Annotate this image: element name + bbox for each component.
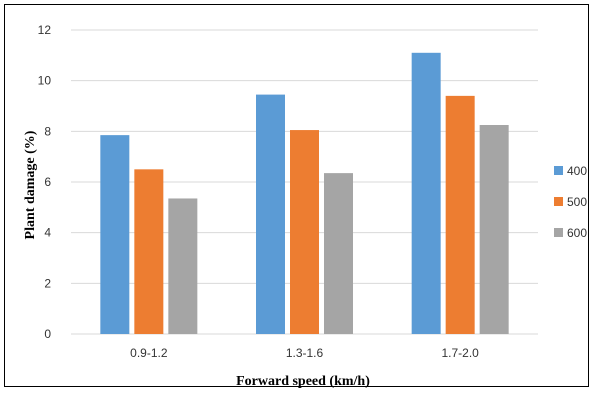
bar-600-1.7-2.0 [479, 125, 509, 334]
bars [100, 52, 509, 335]
legend-swatch-400 [554, 166, 563, 175]
legend-label-400: 400 [567, 164, 587, 178]
bar-400-0.9-1.2 [100, 135, 130, 334]
y-tick-label: 4 [44, 226, 51, 240]
bar-500-1.7-2.0 [445, 95, 475, 334]
legend-swatch-600 [554, 228, 563, 237]
y-tick-label: 6 [44, 175, 51, 189]
y-axis-title: Plant damage (%) [23, 130, 38, 239]
x-tick-label: 0.9-1.2 [130, 346, 168, 360]
bar-600-0.9-1.2 [168, 198, 198, 334]
x-tick-label: 1.7-2.0 [441, 346, 479, 360]
bar-600-1.3-1.6 [324, 173, 353, 334]
y-tick-label: 0 [44, 327, 51, 341]
y-tick-label: 12 [38, 23, 52, 37]
legend-label-500: 500 [567, 195, 587, 209]
bar-400-1.3-1.6 [256, 94, 285, 334]
x-tick-label: 1.3-1.6 [286, 346, 324, 360]
legend-swatch-500 [554, 197, 563, 206]
bar-400-1.7-2.0 [411, 52, 441, 335]
y-axis-ticks: 0 2 4 6 8 10 12 [38, 23, 52, 341]
legend: 400 500 600 [554, 164, 587, 240]
bar-500-1.3-1.6 [290, 130, 319, 334]
x-axis-ticks: 0.9-1.2 1.3-1.6 1.7-2.0 [130, 346, 479, 360]
legend-label-600: 600 [567, 226, 587, 240]
y-tick-label: 8 [44, 124, 51, 138]
x-axis-title: Forward speed (km/h) [236, 374, 370, 389]
y-tick-label: 2 [44, 276, 51, 290]
y-tick-label: 10 [38, 74, 52, 88]
bar-500-0.9-1.2 [134, 169, 164, 334]
